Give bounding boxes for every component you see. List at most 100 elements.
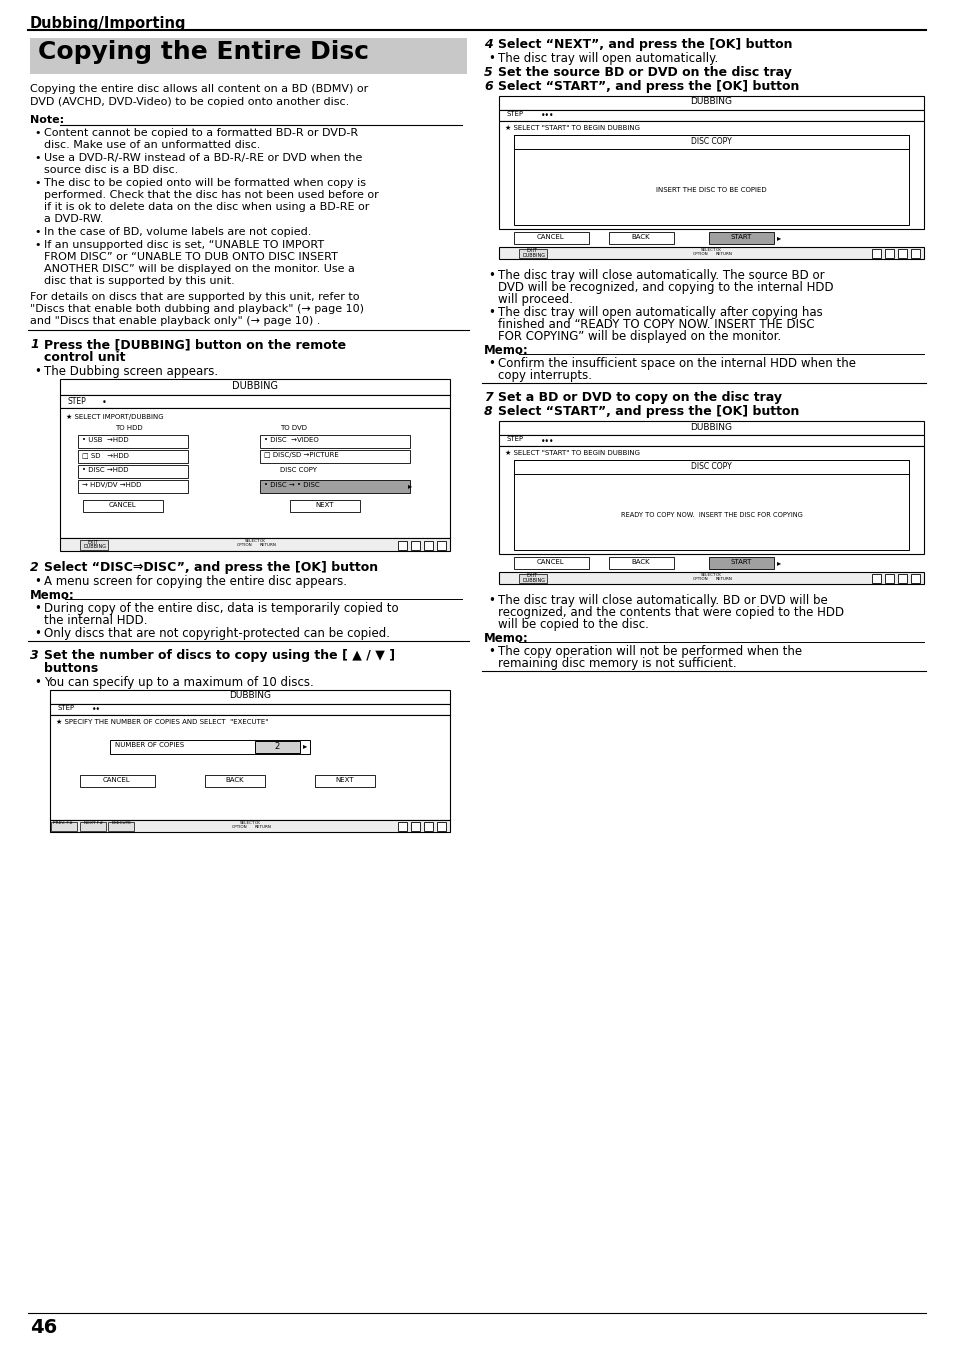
Bar bbox=[498, 109, 923, 122]
Text: Set the number of discs to copy using the [ ▲ / ▼ ]: Set the number of discs to copy using th… bbox=[44, 649, 395, 662]
Bar bbox=[608, 232, 673, 244]
Text: READY TO COPY NOW.  INSERT THE DISC FOR COPYING: READY TO COPY NOW. INSERT THE DISC FOR C… bbox=[620, 512, 801, 518]
Text: •: • bbox=[34, 153, 40, 163]
Text: •: • bbox=[488, 356, 495, 370]
Bar bbox=[871, 248, 880, 258]
Bar bbox=[436, 822, 446, 830]
Text: •: • bbox=[488, 53, 495, 65]
Bar bbox=[108, 822, 133, 830]
Bar bbox=[423, 540, 433, 549]
Text: OPTION: OPTION bbox=[232, 825, 248, 829]
Text: DUBBING: DUBBING bbox=[84, 544, 107, 549]
Text: DISC COPY: DISC COPY bbox=[280, 467, 316, 472]
Text: finished and “READY TO COPY NOW. INSERT THE DISC: finished and “READY TO COPY NOW. INSERT … bbox=[497, 319, 814, 331]
Text: 6: 6 bbox=[483, 80, 493, 93]
Text: EXIT: EXIT bbox=[88, 540, 99, 544]
Bar bbox=[83, 500, 163, 512]
Text: OPTION: OPTION bbox=[692, 576, 708, 580]
Bar bbox=[397, 822, 407, 830]
Bar bbox=[708, 558, 773, 568]
Text: DISC COPY: DISC COPY bbox=[690, 136, 731, 146]
Text: During copy of the entire disc, data is temporarily copied to: During copy of the entire disc, data is … bbox=[44, 602, 398, 616]
Bar bbox=[50, 703, 450, 716]
Bar bbox=[314, 775, 375, 787]
Text: •: • bbox=[34, 364, 41, 378]
Text: • USB  →HDD: • USB →HDD bbox=[82, 437, 129, 443]
Bar bbox=[50, 819, 450, 832]
Text: STEP: STEP bbox=[506, 436, 523, 441]
Bar bbox=[498, 122, 923, 230]
Text: SELECT: SELECT bbox=[700, 248, 716, 252]
Text: DVD (AVCHD, DVD-Video) to be copied onto another disc.: DVD (AVCHD, DVD-Video) to be copied onto… bbox=[30, 97, 349, 107]
Text: OK: OK bbox=[260, 539, 266, 543]
Text: The disc tray will close automatically. The source BD or: The disc tray will close automatically. … bbox=[497, 269, 823, 282]
Text: RETURN: RETURN bbox=[254, 825, 272, 829]
Text: The disc tray will close automatically. BD or DVD will be: The disc tray will close automatically. … bbox=[497, 594, 827, 608]
Bar bbox=[514, 135, 908, 148]
Text: EXIT: EXIT bbox=[526, 248, 537, 252]
Text: Set the source BD or DVD on the disc tray: Set the source BD or DVD on the disc tra… bbox=[497, 66, 791, 80]
Text: disc that is supported by this unit.: disc that is supported by this unit. bbox=[44, 275, 234, 286]
Text: Set a BD or DVD to copy on the disc tray: Set a BD or DVD to copy on the disc tray bbox=[497, 392, 781, 404]
Text: The Dubbing screen appears.: The Dubbing screen appears. bbox=[44, 364, 218, 378]
Bar bbox=[608, 558, 673, 568]
Bar bbox=[78, 464, 188, 478]
Text: NUMBER OF COPIES: NUMBER OF COPIES bbox=[115, 743, 184, 748]
Text: ▸: ▸ bbox=[303, 741, 307, 751]
Text: •: • bbox=[34, 626, 41, 640]
Text: ••: •• bbox=[91, 706, 101, 714]
Text: and "Discs that enable playback only" (→ page 10) .: and "Discs that enable playback only" (→… bbox=[30, 316, 320, 325]
Text: STEP: STEP bbox=[68, 397, 87, 406]
Text: "Discs that enable both dubbing and playback" (→ page 10): "Discs that enable both dubbing and play… bbox=[30, 304, 364, 315]
Text: 2: 2 bbox=[30, 562, 39, 574]
Text: •: • bbox=[34, 227, 40, 238]
Bar bbox=[411, 540, 419, 549]
Text: will be copied to the disc.: will be copied to the disc. bbox=[497, 618, 648, 630]
Bar bbox=[884, 248, 893, 258]
Bar bbox=[498, 247, 923, 259]
Text: • DISC → • DISC: • DISC → • DISC bbox=[264, 482, 319, 487]
Text: ★ SELECT IMPORT/DUBBING: ★ SELECT IMPORT/DUBBING bbox=[66, 414, 164, 420]
Bar bbox=[78, 435, 188, 448]
Bar bbox=[910, 248, 919, 258]
Text: •: • bbox=[34, 178, 40, 188]
Text: Select “NEXT”, and press the [OK] button: Select “NEXT”, and press the [OK] button bbox=[497, 38, 792, 51]
Text: buttons: buttons bbox=[44, 662, 98, 675]
Text: BACK: BACK bbox=[226, 778, 244, 783]
Bar bbox=[60, 539, 450, 551]
Bar bbox=[260, 435, 410, 448]
Text: RETURN: RETURN bbox=[716, 576, 732, 580]
Text: a DVD-RW.: a DVD-RW. bbox=[44, 215, 103, 224]
Text: if it is ok to delete data on the disc when using a BD-RE or: if it is ok to delete data on the disc w… bbox=[44, 202, 369, 212]
Text: OK: OK bbox=[254, 821, 260, 825]
Text: ANOTHER DISC” will be displayed on the monitor. Use a: ANOTHER DISC” will be displayed on the m… bbox=[44, 265, 355, 274]
Bar bbox=[205, 775, 265, 787]
Text: FROM DISC” or “UNABLE TO DUB ONTO DISC INSERT: FROM DISC” or “UNABLE TO DUB ONTO DISC I… bbox=[44, 252, 337, 262]
Text: •: • bbox=[102, 398, 107, 406]
Bar bbox=[50, 716, 450, 819]
Text: INSERT THE DISC TO BE COPIED: INSERT THE DISC TO BE COPIED bbox=[656, 188, 766, 193]
Text: •••: ••• bbox=[540, 436, 554, 446]
Text: RETURN: RETURN bbox=[260, 544, 276, 548]
Text: DISC COPY: DISC COPY bbox=[690, 462, 731, 471]
Text: ▸: ▸ bbox=[776, 234, 781, 242]
Text: A menu screen for copying the entire disc appears.: A menu screen for copying the entire dis… bbox=[44, 575, 347, 589]
Text: •••: ••• bbox=[540, 112, 554, 120]
Bar bbox=[514, 460, 908, 549]
Bar bbox=[110, 740, 310, 755]
Text: DUBBING: DUBBING bbox=[690, 423, 732, 432]
Text: PREV. F#: PREV. F# bbox=[53, 821, 72, 825]
Text: OK: OK bbox=[716, 572, 721, 576]
Text: TO HDD: TO HDD bbox=[115, 425, 143, 431]
Text: •: • bbox=[34, 240, 40, 250]
Text: recognized, and the contents that were copied to the HDD: recognized, and the contents that were c… bbox=[497, 606, 843, 620]
Text: •: • bbox=[488, 645, 495, 657]
Bar bbox=[80, 822, 106, 830]
Text: Memo:: Memo: bbox=[483, 344, 528, 356]
Text: NEXT: NEXT bbox=[315, 502, 334, 508]
Bar bbox=[254, 741, 299, 753]
Text: CANCEL: CANCEL bbox=[537, 559, 564, 566]
Text: SELECT: SELECT bbox=[245, 539, 260, 543]
Bar bbox=[78, 481, 188, 493]
Text: BACK: BACK bbox=[631, 559, 650, 566]
